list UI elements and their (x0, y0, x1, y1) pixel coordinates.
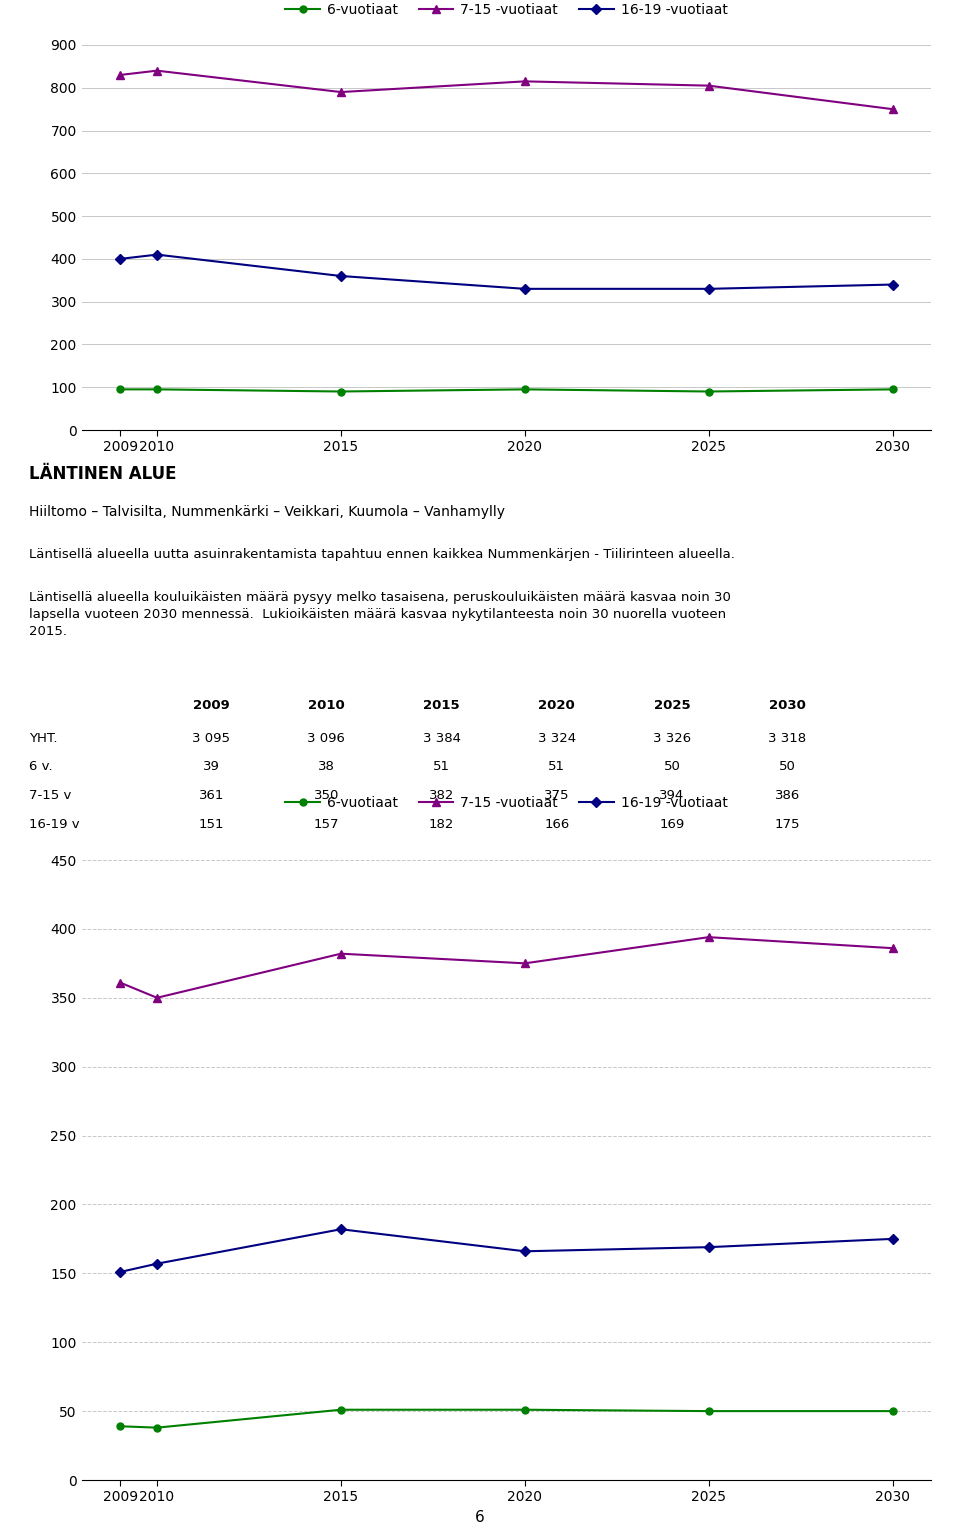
Line: 6-vuotiaat: 6-vuotiaat (117, 1407, 896, 1432)
7-15 -vuotiaat (114, 974, 126, 992)
16-19 -vuotiaat (887, 275, 899, 293)
7-15 -vuotiaat (114, 66, 126, 84)
Text: LÄNTINEN ALUE: LÄNTINEN ALUE (29, 465, 177, 484)
7-15 -vuotiaat (703, 928, 714, 946)
Text: 166: 166 (544, 819, 569, 831)
Text: 3 318: 3 318 (768, 731, 806, 745)
Text: 50: 50 (663, 760, 681, 774)
6-vuotiaat (335, 382, 347, 401)
7-15 -vuotiaat (335, 945, 347, 963)
Text: 38: 38 (318, 760, 335, 774)
16-19 -vuotiaat (152, 246, 163, 264)
Text: 151: 151 (199, 819, 224, 831)
6-vuotiaat (335, 1401, 347, 1419)
Text: 182: 182 (429, 819, 454, 831)
Text: 51: 51 (433, 760, 450, 774)
Line: 7-15 -vuotiaat: 7-15 -vuotiaat (116, 66, 897, 114)
6-vuotiaat (703, 1402, 714, 1421)
Text: 175: 175 (775, 819, 800, 831)
16-19 -vuotiaat (335, 267, 347, 286)
16-19 -vuotiaat (887, 1230, 899, 1249)
6-vuotiaat (519, 1401, 531, 1419)
16-19 -vuotiaat (519, 1243, 531, 1261)
6-vuotiaat (887, 379, 899, 398)
7-15 -vuotiaat (152, 989, 163, 1008)
Line: 16-19 -vuotiaat: 16-19 -vuotiaat (117, 252, 896, 292)
Text: 394: 394 (660, 790, 684, 802)
Line: 6-vuotiaat: 6-vuotiaat (117, 386, 896, 395)
16-19 -vuotiaat (114, 1263, 126, 1281)
7-15 -vuotiaat (152, 61, 163, 80)
6-vuotiaat (887, 1402, 899, 1421)
Text: Läntisellä alueella kouluikäisten määrä pysyy melko tasaisena, peruskouluikäiste: Läntisellä alueella kouluikäisten määrä … (29, 591, 731, 637)
Text: 2020: 2020 (539, 699, 575, 713)
Text: Läntisellä alueella uutta asuinrakentamista tapahtuu ennen kaikkea Nummenkärjen : Läntisellä alueella uutta asuinrakentami… (29, 548, 734, 561)
Text: 169: 169 (660, 819, 684, 831)
Text: 3 324: 3 324 (538, 731, 576, 745)
Text: 382: 382 (429, 790, 454, 802)
6-vuotiaat (114, 379, 126, 398)
Text: 2030: 2030 (769, 699, 805, 713)
Text: 50: 50 (779, 760, 796, 774)
Legend: 6-vuotiaat, 7-15 -vuotiaat, 16-19 -vuotiaat: 6-vuotiaat, 7-15 -vuotiaat, 16-19 -vuoti… (279, 0, 733, 23)
Text: Hiiltomo – Talvisilta, Nummenkärki – Veikkari, Kuumola – Vanhamylly: Hiiltomo – Talvisilta, Nummenkärki – Vei… (29, 505, 505, 519)
Text: YHT.: YHT. (29, 731, 58, 745)
Line: 7-15 -vuotiaat: 7-15 -vuotiaat (116, 932, 897, 1001)
6-vuotiaat (519, 379, 531, 398)
Text: 16-19 v: 16-19 v (29, 819, 80, 831)
16-19 -vuotiaat (703, 280, 714, 298)
Text: 3 095: 3 095 (192, 731, 230, 745)
16-19 -vuotiaat (152, 1255, 163, 1273)
Text: 2025: 2025 (654, 699, 690, 713)
Text: 39: 39 (203, 760, 220, 774)
7-15 -vuotiaat (703, 77, 714, 95)
16-19 -vuotiaat (114, 250, 126, 269)
16-19 -vuotiaat (335, 1220, 347, 1238)
7-15 -vuotiaat (887, 938, 899, 957)
Text: 3 326: 3 326 (653, 731, 691, 745)
Text: 157: 157 (314, 819, 339, 831)
Legend: 6-vuotiaat, 7-15 -vuotiaat, 16-19 -vuotiaat: 6-vuotiaat, 7-15 -vuotiaat, 16-19 -vuoti… (279, 791, 733, 816)
Text: 2010: 2010 (308, 699, 345, 713)
16-19 -vuotiaat (703, 1238, 714, 1256)
Text: 375: 375 (544, 790, 569, 802)
6-vuotiaat (703, 382, 714, 401)
Text: 386: 386 (775, 790, 800, 802)
7-15 -vuotiaat (519, 954, 531, 972)
Text: 3 096: 3 096 (307, 731, 346, 745)
6-vuotiaat (152, 1418, 163, 1436)
Text: 2009: 2009 (193, 699, 229, 713)
7-15 -vuotiaat (519, 72, 531, 91)
Text: 6 v.: 6 v. (29, 760, 53, 774)
Text: 361: 361 (199, 790, 224, 802)
Text: 6: 6 (475, 1510, 485, 1525)
Text: 7-15 v: 7-15 v (29, 790, 71, 802)
Text: 2015: 2015 (423, 699, 460, 713)
6-vuotiaat (114, 1418, 126, 1436)
7-15 -vuotiaat (335, 83, 347, 101)
7-15 -vuotiaat (887, 100, 899, 118)
16-19 -vuotiaat (519, 280, 531, 298)
6-vuotiaat (152, 379, 163, 398)
Text: 350: 350 (314, 790, 339, 802)
Line: 16-19 -vuotiaat: 16-19 -vuotiaat (117, 1226, 896, 1275)
Text: 3 384: 3 384 (422, 731, 461, 745)
Text: 51: 51 (548, 760, 565, 774)
